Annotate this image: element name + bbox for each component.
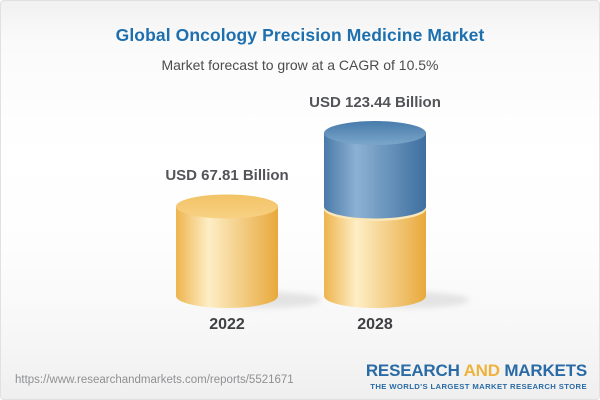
logo-word-and: AND bbox=[463, 361, 500, 380]
page-subtitle: Market forecast to grow at a CAGR of 10.… bbox=[161, 57, 439, 73]
report-url-link[interactable]: https://www.researchandmarkets.com/repor… bbox=[15, 374, 294, 386]
page-title: Global Oncology Precision Medicine Marke… bbox=[115, 25, 485, 45]
x-axis-label-2028: 2028 bbox=[357, 316, 393, 333]
logo-word-markets: MARKETS bbox=[504, 361, 587, 380]
bar-value-label-2028: USD 123.44 Billion bbox=[309, 94, 441, 112]
research-and-markets-logo[interactable]: RESEARCH AND MARKETS THE WORLD'S LARGEST… bbox=[366, 361, 587, 391]
logo-word-research: RESEARCH bbox=[365, 361, 460, 380]
bar-value-label-2022: USD 67.81 Billion bbox=[165, 167, 289, 185]
logo-tagline: THE WORLD'S LARGEST MARKET RESEARCH STOR… bbox=[370, 382, 587, 391]
logo-wordmark: RESEARCH AND MARKETS bbox=[366, 361, 587, 381]
x-axis-label-2022: 2022 bbox=[209, 316, 245, 333]
